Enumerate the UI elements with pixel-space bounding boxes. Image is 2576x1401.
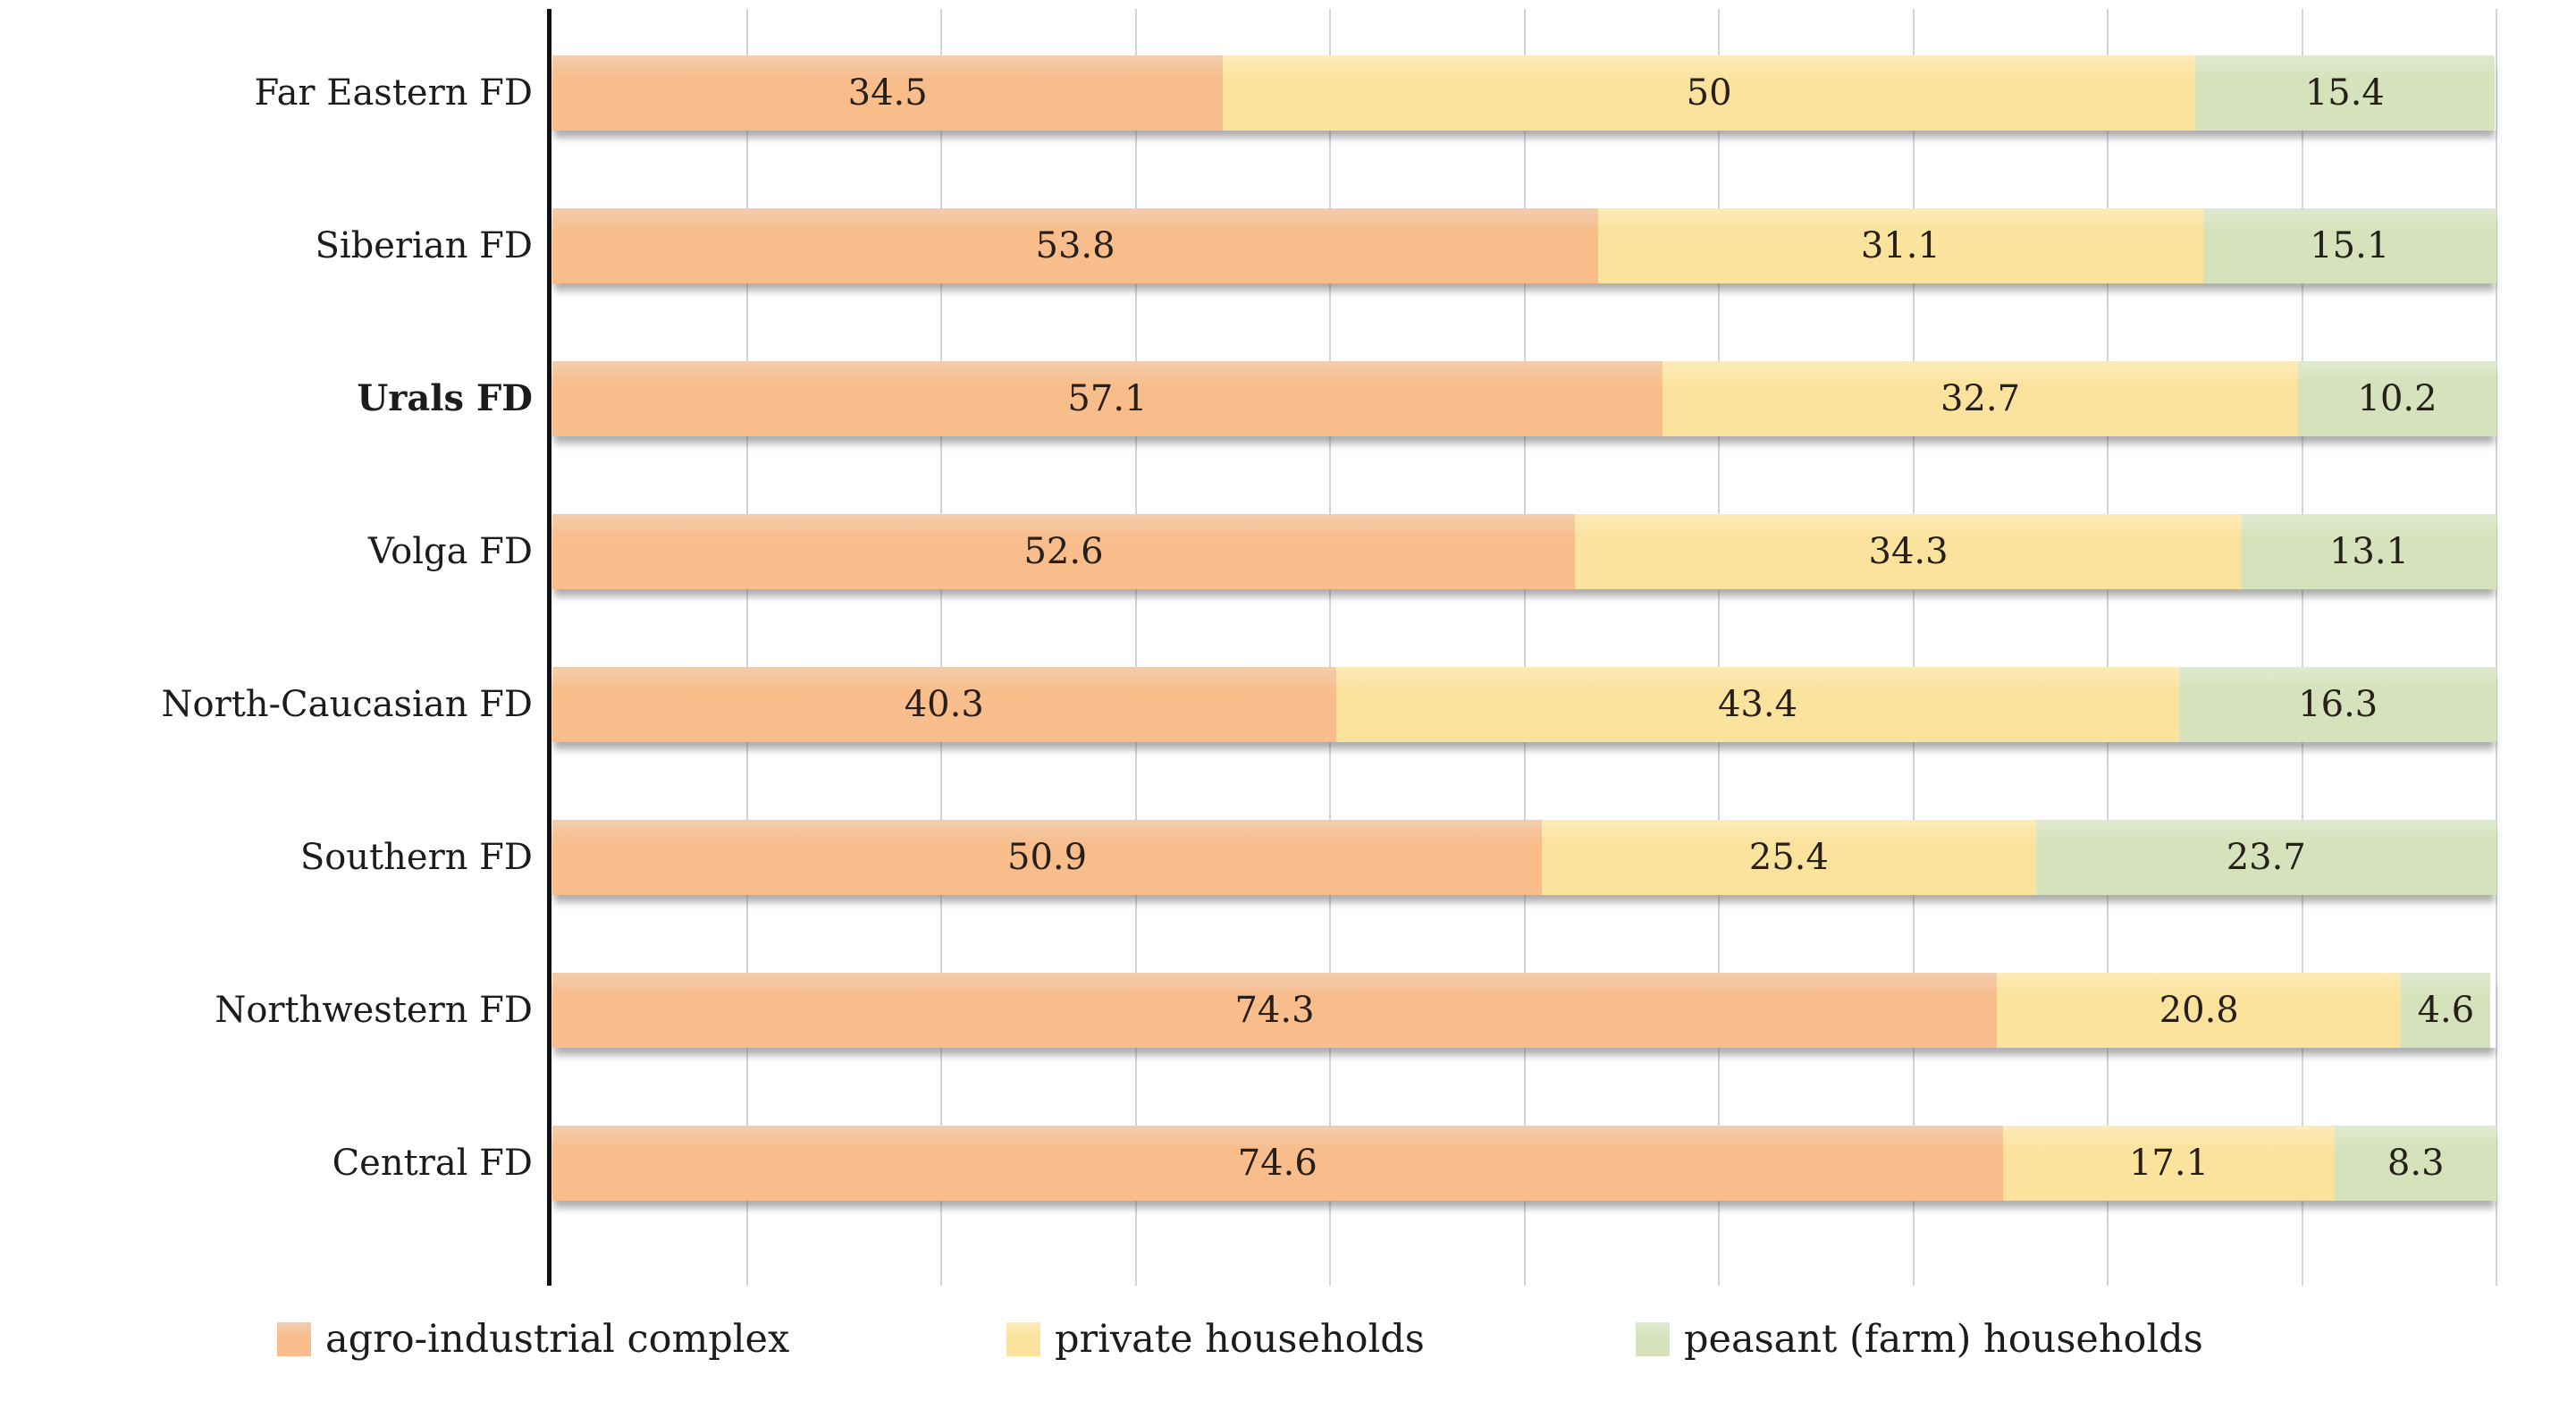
bar-value-label: 13.1 — [2328, 531, 2410, 572]
bar-segment: 20.8 — [1997, 973, 2402, 1048]
bar-value-label: 34.5 — [847, 72, 928, 114]
legend-item: private households — [1006, 1312, 1425, 1366]
bar-value-label: 43.4 — [1717, 684, 1798, 725]
category-label: Far Eastern FD — [254, 72, 533, 114]
legend-item: agro-industrial complex — [277, 1312, 789, 1366]
bar-segment: 40.3 — [552, 667, 1336, 742]
category-label: Siberian FD — [315, 225, 533, 266]
gridline — [1329, 9, 1331, 1286]
category-label: North-Caucasian FD — [161, 684, 534, 725]
category-label: Urals FD — [357, 377, 533, 419]
bar-value-label: 4.6 — [2417, 990, 2475, 1031]
bar-segment: 15.1 — [2202, 208, 2496, 283]
gridline — [940, 9, 942, 1286]
gridline — [745, 9, 748, 1286]
bar-row: 50.9 25.4 23.7 — [552, 820, 2496, 895]
legend-swatch — [277, 1322, 311, 1356]
bar-segment: 53.8 — [552, 208, 1599, 283]
bar-value-label: 40.3 — [904, 684, 984, 725]
bar-value-label: 52.6 — [1023, 531, 1104, 572]
bar-segment: 4.6 — [2401, 973, 2491, 1048]
gridline — [1523, 9, 1526, 1286]
bar-segment: 16.3 — [2179, 667, 2496, 742]
bar-value-label: 74.6 — [1237, 1143, 1317, 1184]
bar-segment: 15.4 — [2194, 55, 2495, 131]
gridline — [1134, 9, 1137, 1286]
bar-row: 57.1 32.7 10.2 — [552, 361, 2496, 436]
bar-row: 52.6 34.3 13.1 — [552, 514, 2496, 589]
bar-value-label: 53.8 — [1035, 225, 1115, 266]
bar-segment: 43.4 — [1335, 667, 2180, 742]
bar-segment: 34.5 — [552, 55, 1224, 131]
bar-segment: 34.3 — [1575, 514, 2243, 589]
bar-value-label: 25.4 — [1748, 837, 1829, 878]
legend-label: agro-industrial complex — [325, 1316, 790, 1362]
bar-value-label: 15.4 — [2304, 72, 2385, 114]
category-label: Volga FD — [367, 531, 533, 572]
legend-label: peasant (farm) households — [1684, 1316, 2203, 1362]
bar-segment: 31.1 — [1598, 208, 2203, 283]
bar-row: 74.3 20.8 4.6 — [552, 973, 2496, 1048]
y-axis-line — [547, 9, 551, 1286]
bar-value-label: 16.3 — [2298, 684, 2378, 725]
bar-value-label: 32.7 — [1940, 378, 2021, 419]
bar-value-label: 50 — [1686, 72, 1732, 114]
legend-swatch — [1006, 1322, 1040, 1356]
bar-value-label: 31.1 — [1860, 225, 1940, 266]
legend-label: private households — [1055, 1316, 1425, 1362]
category-label: Central FD — [332, 1143, 533, 1184]
gridline — [2496, 9, 2497, 1286]
bar-segment: 57.1 — [552, 361, 1663, 436]
bar-segment: 17.1 — [2002, 1126, 2336, 1201]
gridline — [2107, 9, 2109, 1286]
legend: agro-industrial complex private household… — [0, 1312, 2576, 1375]
bar-segment: 52.6 — [552, 514, 1576, 589]
bar-row: 74.6 17.1 8.3 — [552, 1126, 2496, 1201]
plot-area: 34.5 50 15.4 53.8 31.1 15.1 57.1 32.7 10.2 52.6 34… — [552, 9, 2497, 1286]
legend-item: peasant (farm) households — [1636, 1312, 2203, 1366]
bar-value-label: 74.3 — [1234, 990, 1315, 1031]
bar-value-label: 20.8 — [2159, 990, 2239, 1031]
bar-value-label: 17.1 — [2128, 1143, 2210, 1184]
bar-segment: 25.4 — [1542, 820, 2036, 895]
legend-swatch — [1636, 1322, 1670, 1356]
bar-segment: 23.7 — [2035, 820, 2496, 895]
bar-value-label: 8.3 — [2387, 1143, 2445, 1184]
bar-value-label: 34.3 — [1868, 531, 1949, 572]
bar-segment: 50 — [1223, 55, 2195, 131]
gridline — [1718, 9, 1720, 1286]
bar-segment: 32.7 — [1662, 361, 2299, 436]
gridline — [1912, 9, 1915, 1286]
bar-value-label: 57.1 — [1067, 378, 1148, 419]
bar-value-label: 23.7 — [2226, 837, 2306, 878]
bar-segment: 10.2 — [2298, 361, 2496, 436]
bar-segment: 13.1 — [2242, 514, 2496, 589]
gridline — [2301, 9, 2303, 1286]
category-label: Northwestern FD — [215, 990, 533, 1031]
bar-value-label: 15.1 — [2310, 225, 2390, 266]
bar-value-label: 10.2 — [2357, 378, 2437, 419]
bar-segment: 8.3 — [2335, 1126, 2496, 1201]
category-label: Southern FD — [299, 837, 533, 878]
bar-segment: 50.9 — [552, 820, 1543, 895]
bar-segment: 74.3 — [552, 973, 1998, 1048]
bar-row: 34.5 50 15.4 — [552, 55, 2496, 131]
bar-value-label: 50.9 — [1007, 837, 1088, 878]
bar-row: 53.8 31.1 15.1 — [552, 208, 2496, 283]
bar-row: 40.3 43.4 16.3 — [552, 667, 2496, 742]
bar-segment: 74.6 — [552, 1126, 2003, 1201]
